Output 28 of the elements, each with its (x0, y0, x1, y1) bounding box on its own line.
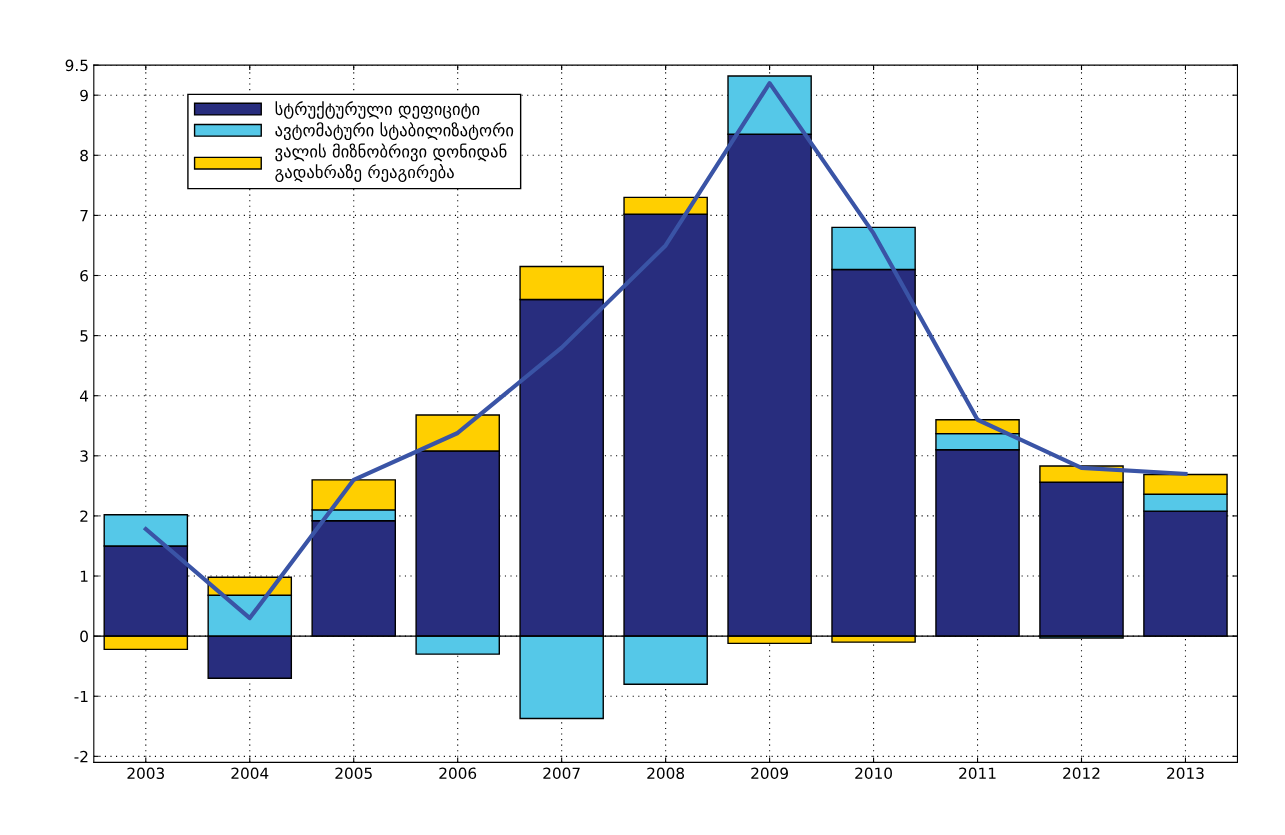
y-tick-label: 3 (80, 450, 88, 462)
x-tick-label: 2005 (335, 767, 372, 780)
y-tick-label: 0 (80, 630, 88, 643)
legend-label: ვალის მიზნობრივი დონიდან გადახრაზე რეაგირება (275, 143, 507, 182)
x-tick-label: 2013 (1167, 767, 1204, 780)
line-series (143, 81, 1188, 621)
x-tick-label: 2004 (231, 767, 269, 780)
x-tick-label: 2010 (855, 767, 892, 780)
x-tick-label: 2003 (127, 767, 164, 780)
y-tick-label: 8 (80, 149, 88, 162)
y-tick-label: 6 (80, 269, 88, 282)
legend-label: ავტომატური სტაბილიზატორი (275, 122, 514, 141)
x-tick-label: 2011 (959, 767, 996, 780)
y-tick-label: 9.5 (65, 59, 88, 72)
x-tick-label: 2007 (543, 767, 580, 780)
y-tick-label: -2 (74, 750, 88, 763)
y-tick-label: -1 (74, 690, 88, 703)
x-tick-label: 2009 (751, 767, 788, 780)
y-tick-label: 7 (80, 210, 88, 222)
y-tick-label: 9 (80, 89, 88, 102)
x-tick-label: 2006 (439, 767, 477, 780)
y-tick-label: 4 (79, 390, 89, 402)
y-tick-label: 5 (80, 330, 88, 342)
x-tick-label: 2008 (647, 767, 685, 780)
x-tick-label: 2012 (1063, 767, 1100, 780)
y-tick-label: 1 (80, 570, 88, 582)
y-tick-label: 2 (80, 510, 88, 522)
legend-label: სტრუქტურული დეფიციტი (275, 101, 480, 119)
